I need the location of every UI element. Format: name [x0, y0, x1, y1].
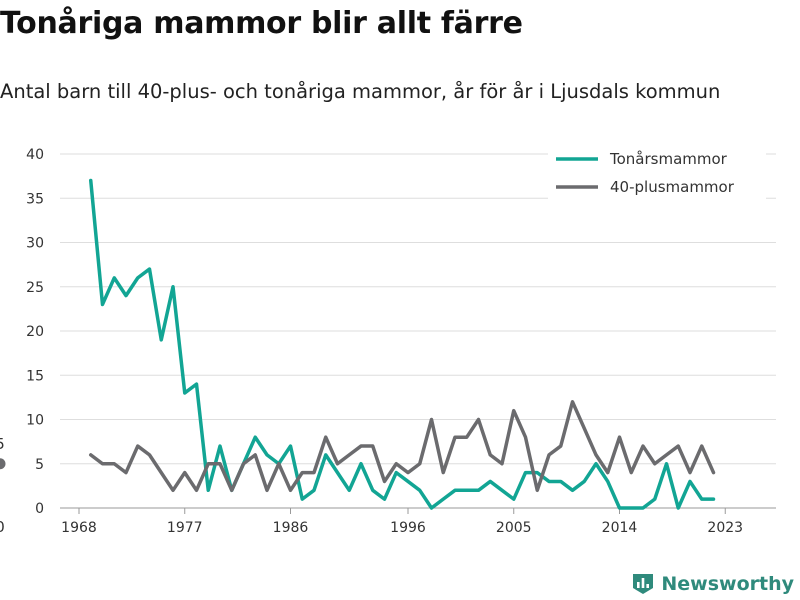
legend: Tonårsmammor 40-plusmammor [548, 144, 766, 202]
y-tick-label: 40 [26, 147, 44, 163]
x-tick-label: 1977 [167, 520, 203, 536]
chart-subtitle: Antal barn till 40-plus- och tonåriga ma… [0, 80, 721, 103]
y-tick-label: 15 [26, 368, 44, 384]
series-layer [89, 178, 716, 510]
bar-chart-logo-icon [633, 574, 654, 594]
x-tick-label: 2023 [707, 520, 743, 536]
y-tick-label: 5 [35, 457, 44, 473]
y-tick-label: 10 [26, 413, 44, 429]
brand: Newsworthy [631, 572, 794, 596]
legend-label: 40-plusmammor [610, 178, 735, 196]
x-tick-label: 1996 [390, 520, 426, 536]
y-tick-label: 35 [26, 191, 44, 207]
end-markers: 50 [0, 435, 6, 536]
end-value-label: 0 [0, 518, 5, 536]
y-tick-label: 30 [26, 236, 44, 252]
legend-background [548, 144, 766, 202]
x-tick-label: 2005 [496, 520, 532, 536]
series-line-40-plusmammor [89, 400, 716, 493]
y-tick-label: 25 [26, 280, 44, 296]
chart-title: Tonåriga mammor blir allt färre [0, 6, 523, 41]
x-tick-label: 1968 [61, 520, 97, 536]
y-tick-label: 0 [35, 501, 44, 517]
brand-name: Newsworthy [661, 573, 794, 595]
x-tick-label: 1986 [273, 520, 309, 536]
series-line-ton-rsmammor [89, 178, 716, 510]
end-point-marker [0, 458, 6, 470]
x-axis: 1968 1977 1986 1996 2005 2014 2023 [61, 508, 743, 536]
y-axis-ticks: 0 5 10 15 20 25 30 35 40 [26, 147, 44, 517]
x-tick-label: 2014 [602, 520, 638, 536]
y-tick-label: 20 [26, 324, 44, 340]
end-value-label: 5 [0, 435, 5, 453]
legend-label: Tonårsmammor [609, 150, 728, 168]
